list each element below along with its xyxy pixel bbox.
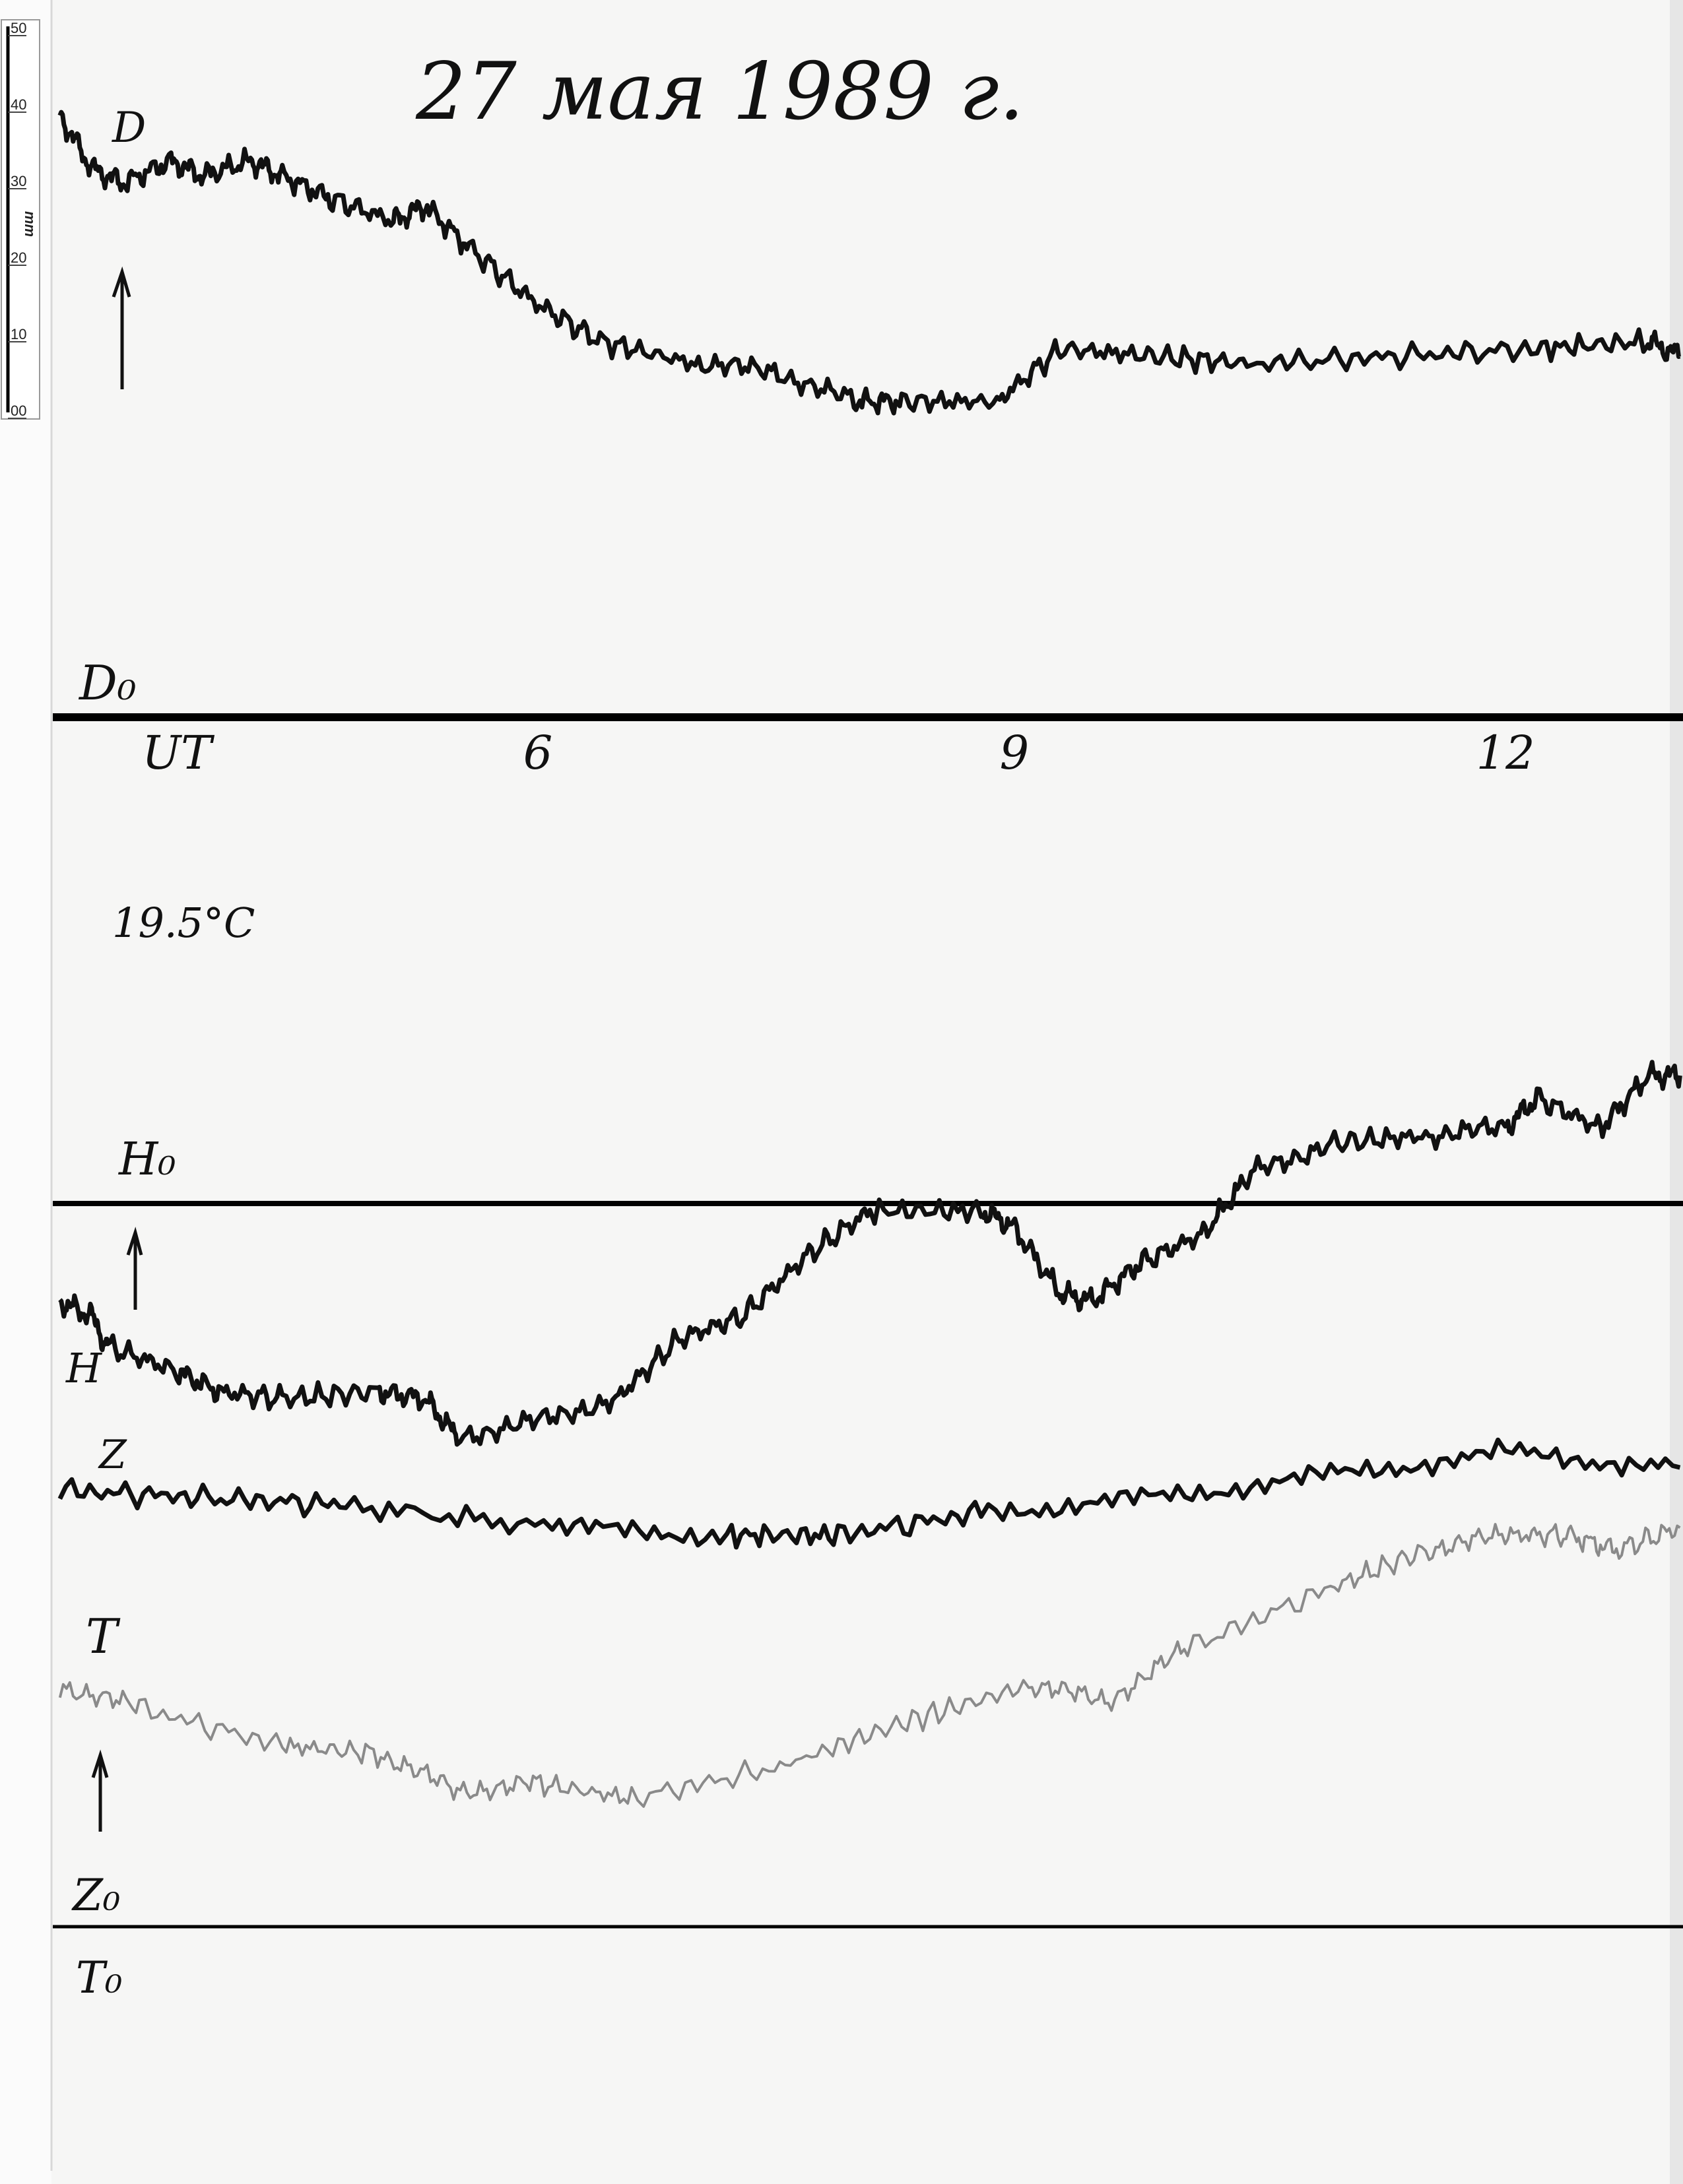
- ruler-tick-label: 30: [11, 173, 26, 189]
- chart-title: 27 мая 1989 г.: [415, 46, 1024, 138]
- ruler-tick-label: 50: [11, 20, 26, 36]
- ruler-tick-label: 10: [11, 326, 26, 342]
- up-arrow-icon: [91, 1749, 109, 1832]
- up-arrow-icon: [112, 266, 131, 389]
- label-h0: H₀: [117, 1134, 176, 1186]
- trace-h: [58, 1060, 1682, 1447]
- label-d: D: [112, 104, 146, 152]
- ruler-tick-label: 40: [11, 96, 26, 113]
- label-temperature: 19.5°C: [112, 899, 255, 947]
- paper-right-shadow: [1670, 0, 1683, 2184]
- x-tick-label: 12: [1476, 726, 1535, 780]
- ruler-unit: mm: [22, 211, 38, 237]
- mm-ruler: 50 40 30 20 10 00 mm: [1, 19, 40, 420]
- label-t0: T₀: [76, 1952, 122, 2003]
- trace-d: [57, 110, 1681, 416]
- up-arrow-icon: [126, 1227, 143, 1310]
- label-d0: D₀: [78, 655, 137, 711]
- label-z0: Z₀: [71, 1870, 120, 1921]
- label-z: Z: [98, 1432, 127, 1478]
- ruler-tick-label: 00: [11, 402, 26, 419]
- trace-z: [57, 1437, 1681, 1550]
- x-tick-label: 6: [523, 726, 553, 780]
- x-tick-label: UT: [142, 726, 214, 780]
- label-t: T: [86, 1609, 121, 1664]
- trace-t: [58, 1523, 1681, 1808]
- ruler-tick-label: 20: [11, 249, 26, 266]
- label-h: H: [65, 1344, 103, 1392]
- x-tick-label: 9: [1000, 726, 1030, 780]
